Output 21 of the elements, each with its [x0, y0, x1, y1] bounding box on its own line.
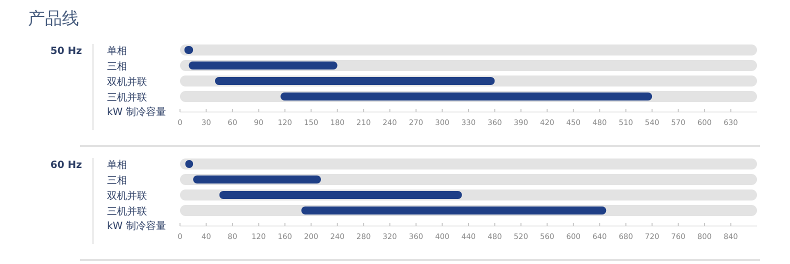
bar: [219, 191, 462, 199]
y-tick-label: 三机并联: [107, 92, 147, 104]
bar: [280, 92, 652, 100]
y-tick-label: 双机并联: [107, 76, 147, 88]
y-tick-label: 三机并联: [107, 206, 147, 218]
bar: [301, 206, 606, 214]
chart-title: 产品线: [28, 9, 79, 29]
text: 50 Hz: [50, 46, 82, 57]
y-tick-label: 单相: [107, 159, 127, 171]
bar: [188, 62, 338, 70]
x-axis-title: kW 制冷容量: [107, 106, 166, 118]
bar: [193, 176, 321, 184]
x-axis-title: kW 制冷容量: [107, 220, 166, 232]
y-tick-label: 三相: [107, 174, 127, 186]
y-tick-label: 单相: [107, 45, 127, 57]
bar: [214, 77, 495, 85]
bar: [180, 158, 757, 170]
bar: [180, 44, 757, 56]
y-tick-label: 双机并联: [107, 190, 147, 202]
y-tick-label: 三相: [107, 60, 127, 72]
text: 60 Hz: [50, 160, 82, 171]
